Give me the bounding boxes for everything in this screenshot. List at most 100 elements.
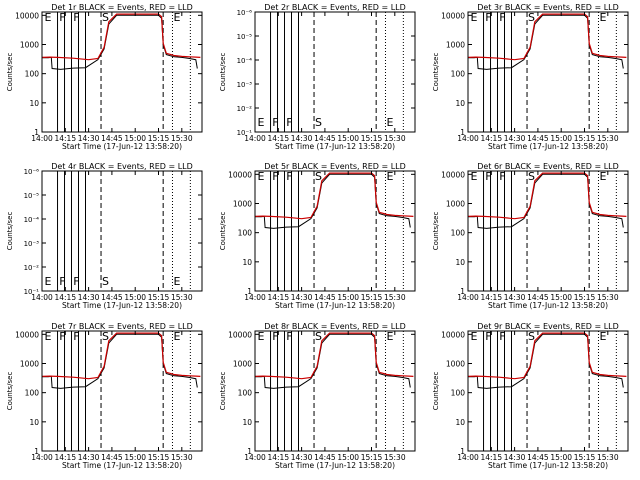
marker-label: S	[315, 116, 322, 129]
panel-4: 14:00 14:15 14:30 14:45 15:00 15:15 15:30Start…	[6, 162, 203, 310]
x-tick-label: 14:00	[31, 453, 53, 462]
y-tick-label: 10⁻¹	[24, 288, 40, 296]
plot-frame	[467, 11, 629, 133]
y-axis-label: Counts/sec	[6, 212, 14, 251]
x-axis-label: Start Time (17-Jun-12 13:58:20)	[62, 301, 182, 310]
y-tick-label: 10⁻¹	[237, 129, 253, 137]
marker-label: S	[315, 330, 322, 343]
marker-label: S	[315, 170, 322, 183]
events-series-line	[42, 333, 198, 389]
panel-title: Det 2r BLACK = Events, RED = LLD	[264, 3, 406, 12]
y-tick-label: 1000	[20, 40, 39, 49]
y-tick-label: 1000	[446, 199, 465, 208]
marker-label: S	[102, 330, 109, 343]
y-axis-label: Counts/sec	[219, 212, 227, 251]
marker-label: F	[272, 330, 278, 343]
x-tick-label: 14:00	[457, 293, 479, 302]
panel-8: 14:00 14:15 14:30 14:45 15:00 15:15 15:30Start…	[219, 322, 416, 470]
x-tick-label: 14:30	[504, 134, 526, 143]
marker-label: F	[485, 170, 491, 183]
x-tick-label: 14:15	[54, 453, 76, 462]
marker-label: E	[45, 275, 52, 288]
x-tick-label: 15:00	[124, 453, 146, 462]
marker-label: S	[528, 170, 535, 183]
y-tick-label: 1	[247, 447, 252, 456]
y-tick-label: 10	[242, 418, 252, 427]
y-axis-label: Counts/sec	[432, 372, 440, 411]
x-tick-label: 14:45	[101, 453, 123, 462]
marker-label: F	[286, 330, 292, 343]
panel-5: 14:00 14:15 14:30 14:45 15:00 15:15 15:30Start…	[219, 162, 416, 310]
y-tick-label: 10000	[441, 11, 465, 20]
x-tick-label: 15:30	[384, 134, 406, 143]
y-tick-label: 10⁻⁵	[237, 33, 253, 41]
panel-2: 14:00 14:15 14:30 14:45 15:00 15:15 15:30Start…	[219, 3, 416, 151]
x-tick-label: 14:15	[267, 293, 289, 302]
y-tick-label: 1000	[20, 359, 39, 368]
marker-label: F	[485, 330, 491, 343]
lld-series-line	[255, 172, 414, 220]
x-tick-label: 14:45	[314, 134, 336, 143]
x-tick-label: 14:45	[527, 293, 549, 302]
events-series-line	[468, 173, 624, 229]
y-tick-label: 1000	[446, 40, 465, 49]
y-tick-label: 10000	[228, 330, 252, 339]
marker-label: F	[485, 11, 491, 24]
y-axis-label: Counts/sec	[432, 212, 440, 251]
y-tick-label: 10	[455, 99, 465, 108]
lld-series-line	[42, 332, 201, 380]
events-series-line	[255, 333, 411, 389]
x-tick-label: 14:15	[267, 453, 289, 462]
y-tick-label: 10	[29, 99, 39, 108]
marker-label: E	[386, 116, 393, 129]
plot-frame	[41, 170, 203, 292]
plot-frame	[254, 11, 416, 133]
series-group	[468, 13, 627, 70]
y-tick-label: 10	[455, 258, 465, 267]
marker-label: E	[45, 11, 52, 24]
panel-1: 14:00 14:15 14:30 14:45 15:00 15:15 15:30Start…	[6, 3, 203, 151]
y-tick-label: 100	[25, 389, 40, 398]
series-group	[42, 13, 201, 70]
x-tick-label: 15:00	[337, 293, 359, 302]
x-axis-label: Start Time (17-Jun-12 13:58:20)	[62, 461, 182, 470]
panel-title: Det 9r BLACK = Events, RED = LLD	[477, 322, 619, 331]
x-axis-label: Start Time (17-Jun-12 13:58:20)	[488, 301, 608, 310]
marker-label: E	[258, 116, 265, 129]
series-group	[255, 172, 414, 229]
events-series-line	[468, 14, 624, 70]
x-axis-label: Start Time (17-Jun-12 13:58:20)	[275, 461, 395, 470]
marker-label: F	[73, 330, 79, 343]
x-tick-label: 14:15	[54, 134, 76, 143]
x-tick-label: 15:30	[171, 453, 193, 462]
series-group	[42, 332, 201, 389]
plot-frame	[41, 330, 203, 452]
x-tick-label: 14:15	[54, 293, 76, 302]
marker-label: F	[286, 116, 292, 129]
y-tick-label: 100	[25, 70, 40, 79]
marker-label: E	[173, 330, 180, 343]
x-tick-label: 15:00	[550, 453, 572, 462]
y-tick-label: 1000	[233, 359, 252, 368]
marker-label: F	[272, 170, 278, 183]
x-tick-label: 15:15	[148, 453, 170, 462]
marker-label: F	[73, 275, 79, 288]
x-tick-label: 15:30	[171, 134, 193, 143]
marker-label: F	[59, 275, 65, 288]
x-tick-label: 15:30	[384, 293, 406, 302]
plot-frame	[41, 11, 203, 133]
x-tick-label: 14:30	[504, 293, 526, 302]
y-axis-label: Counts/sec	[6, 372, 14, 411]
y-tick-label: 10	[29, 418, 39, 427]
y-tick-label: 10⁻⁶	[237, 9, 253, 17]
panel-title: Det 6r BLACK = Events, RED = LLD	[477, 162, 619, 171]
panel-title: Det 3r BLACK = Events, RED = LLD	[477, 3, 619, 12]
marker-label: F	[73, 11, 79, 24]
y-tick-label: 100	[451, 229, 466, 238]
y-tick-label: 1	[460, 447, 465, 456]
y-tick-label: 1000	[446, 359, 465, 368]
panel-6: 14:00 14:15 14:30 14:45 15:00 15:15 15:30Start…	[432, 162, 629, 310]
marker-label: F	[499, 330, 505, 343]
lld-series-line	[255, 332, 414, 380]
